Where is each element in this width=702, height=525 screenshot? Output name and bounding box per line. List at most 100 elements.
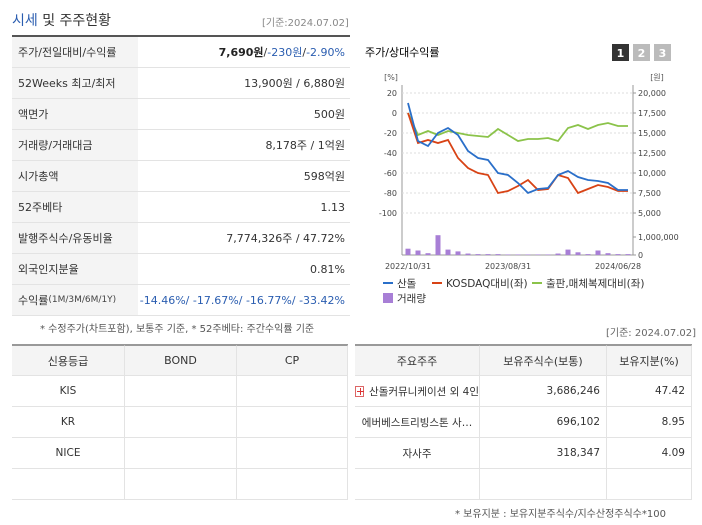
row-value: 7,774,326주 / 47.72% [138, 223, 350, 254]
value-part: 7,690원 [218, 46, 264, 59]
cell-text: 8.95 [661, 416, 685, 428]
legend-swatch [383, 293, 393, 303]
table-header: 보유지분(%) [607, 345, 692, 376]
chart: 주가/상대수익률 1 2 3 [%] [원] 20 0 -20 -40 -60 -80 -100 20,0… [365, 44, 679, 305]
label: 액면가 [18, 108, 49, 121]
table-header: CP [237, 345, 348, 376]
table-header: 보유주식수(보통) [480, 345, 607, 376]
row-label: 발행주식수/유동비율 [12, 223, 138, 254]
row-value: 8,178주 / 1억원 [138, 130, 350, 161]
table-cell: 318,347 [480, 438, 607, 469]
cell-text: 산돌커뮤니케이션 외 4인 [369, 385, 479, 398]
series-line [407, 112, 628, 195]
cell-text: KIS [59, 385, 77, 397]
legend-label: 출판,매체복제대비(좌) [546, 278, 644, 290]
table-header: BOND [125, 345, 237, 376]
volume-bar [465, 253, 471, 255]
table-cell: NICE [12, 438, 125, 469]
table-cell [237, 438, 348, 469]
table-cell [237, 469, 348, 500]
value-part: / [302, 45, 307, 59]
volume-bar [515, 254, 521, 255]
volume-bar [605, 253, 611, 255]
label: 52주베타 [18, 201, 63, 214]
table-cell: 8.95 [607, 407, 692, 438]
table-cell: 47.42 [607, 376, 692, 407]
legend-label: 산돌 [397, 278, 417, 290]
table-cell: 산돌커뮤니케이션 외 4인 [355, 376, 480, 407]
volume-bar [625, 254, 631, 255]
row-label: 수익률 (1M/3M/6M/1Y) [12, 285, 138, 316]
tab-button[interactable] [612, 44, 629, 61]
table-cell [607, 469, 692, 500]
row-value: 1.13 [138, 192, 350, 223]
row-label: 액면가 [12, 99, 138, 130]
y-tick-label: 0 [392, 109, 397, 118]
volume-bar [615, 254, 621, 255]
title-rest: 및 주주현황 [37, 13, 112, 29]
table-cell [125, 407, 237, 438]
tab-label: 2 [638, 47, 646, 60]
volume-bar [475, 254, 481, 255]
value-part: -14.46%/ -17.67%/ -16.77%/ -33.42% [139, 293, 345, 307]
table-cell [480, 469, 607, 500]
tab-button[interactable] [654, 44, 671, 61]
cell-text: KR [60, 416, 76, 428]
table-cell: 에버베스트리빙스톤 사… [355, 407, 480, 438]
x-tick-label: 2024/06/28 [595, 262, 641, 271]
volume-bar [415, 250, 421, 255]
row-label: 외국인지분율 [12, 254, 138, 285]
table-cell [355, 469, 480, 500]
row-label: 시가총액 [12, 161, 138, 192]
volume-bar [565, 249, 571, 255]
value-part: 500원 [313, 108, 345, 121]
tab-label: 1 [617, 47, 625, 60]
table-cell [237, 407, 348, 438]
volume-bar [495, 254, 501, 255]
title-main: 시세 [12, 13, 38, 29]
row-value: 598억원 [138, 161, 350, 192]
label: 52Weeks 최고/최저 [18, 77, 116, 90]
table-cell [12, 469, 125, 500]
y2-tick-label: 17,500 [638, 109, 666, 118]
tab-label: 3 [659, 47, 667, 60]
holders-basis: [기준: 2024.07.02] [606, 328, 697, 339]
cell-text: 3,686,246 [546, 385, 600, 397]
footnote: * 수정주가(차트포함), 보통주 기준, * 52주베타: 주간수익률 기준 [40, 324, 315, 335]
series-line [407, 112, 628, 143]
x-tick-label: 2023/08/31 [485, 262, 531, 271]
value-part: 8,178주 / 1억원 [265, 139, 345, 152]
value-part: / [263, 45, 268, 59]
label: 수익률 [18, 294, 49, 307]
volume-bar [595, 250, 601, 255]
volume-bar [445, 249, 451, 255]
cell-text: 에버베스트리빙스톤 사… [361, 416, 473, 429]
row-value: 0.81% [138, 254, 350, 285]
volume-bar [405, 248, 411, 255]
y-tick-label: -20 [384, 129, 397, 138]
section-title: 시세 및 주주현황 [12, 10, 111, 30]
tab-button[interactable] [633, 44, 650, 61]
value-part: 13,900원 / 6,880원 [244, 77, 345, 90]
table-cell: 자사주 [355, 438, 480, 469]
table-header: 주요주주 [355, 345, 480, 376]
cell-text: 47.42 [654, 385, 685, 397]
y2-tick-label: 7,500 [638, 189, 661, 198]
expand-icon[interactable] [355, 385, 365, 397]
value-part: -230원 [267, 46, 303, 59]
volume-bar [545, 254, 551, 255]
row-label: 거래량/거래대금 [12, 130, 138, 161]
y-unit: [%] [384, 73, 398, 82]
volume-bar [435, 235, 441, 255]
row-label: 52주베타 [12, 192, 138, 223]
row-label: 52Weeks 최고/최저 [12, 68, 138, 99]
table-cell: 696,102 [480, 407, 607, 438]
y2-tick-label: 5,000 [638, 209, 661, 218]
volume-bar [575, 252, 581, 255]
value-part: 0.81% [310, 262, 345, 276]
volume-bar [425, 253, 431, 255]
value-part: 7,774,326주 / 47.72% [226, 232, 345, 245]
volume-bar [485, 254, 491, 255]
cell-text: 자사주 [402, 447, 432, 460]
